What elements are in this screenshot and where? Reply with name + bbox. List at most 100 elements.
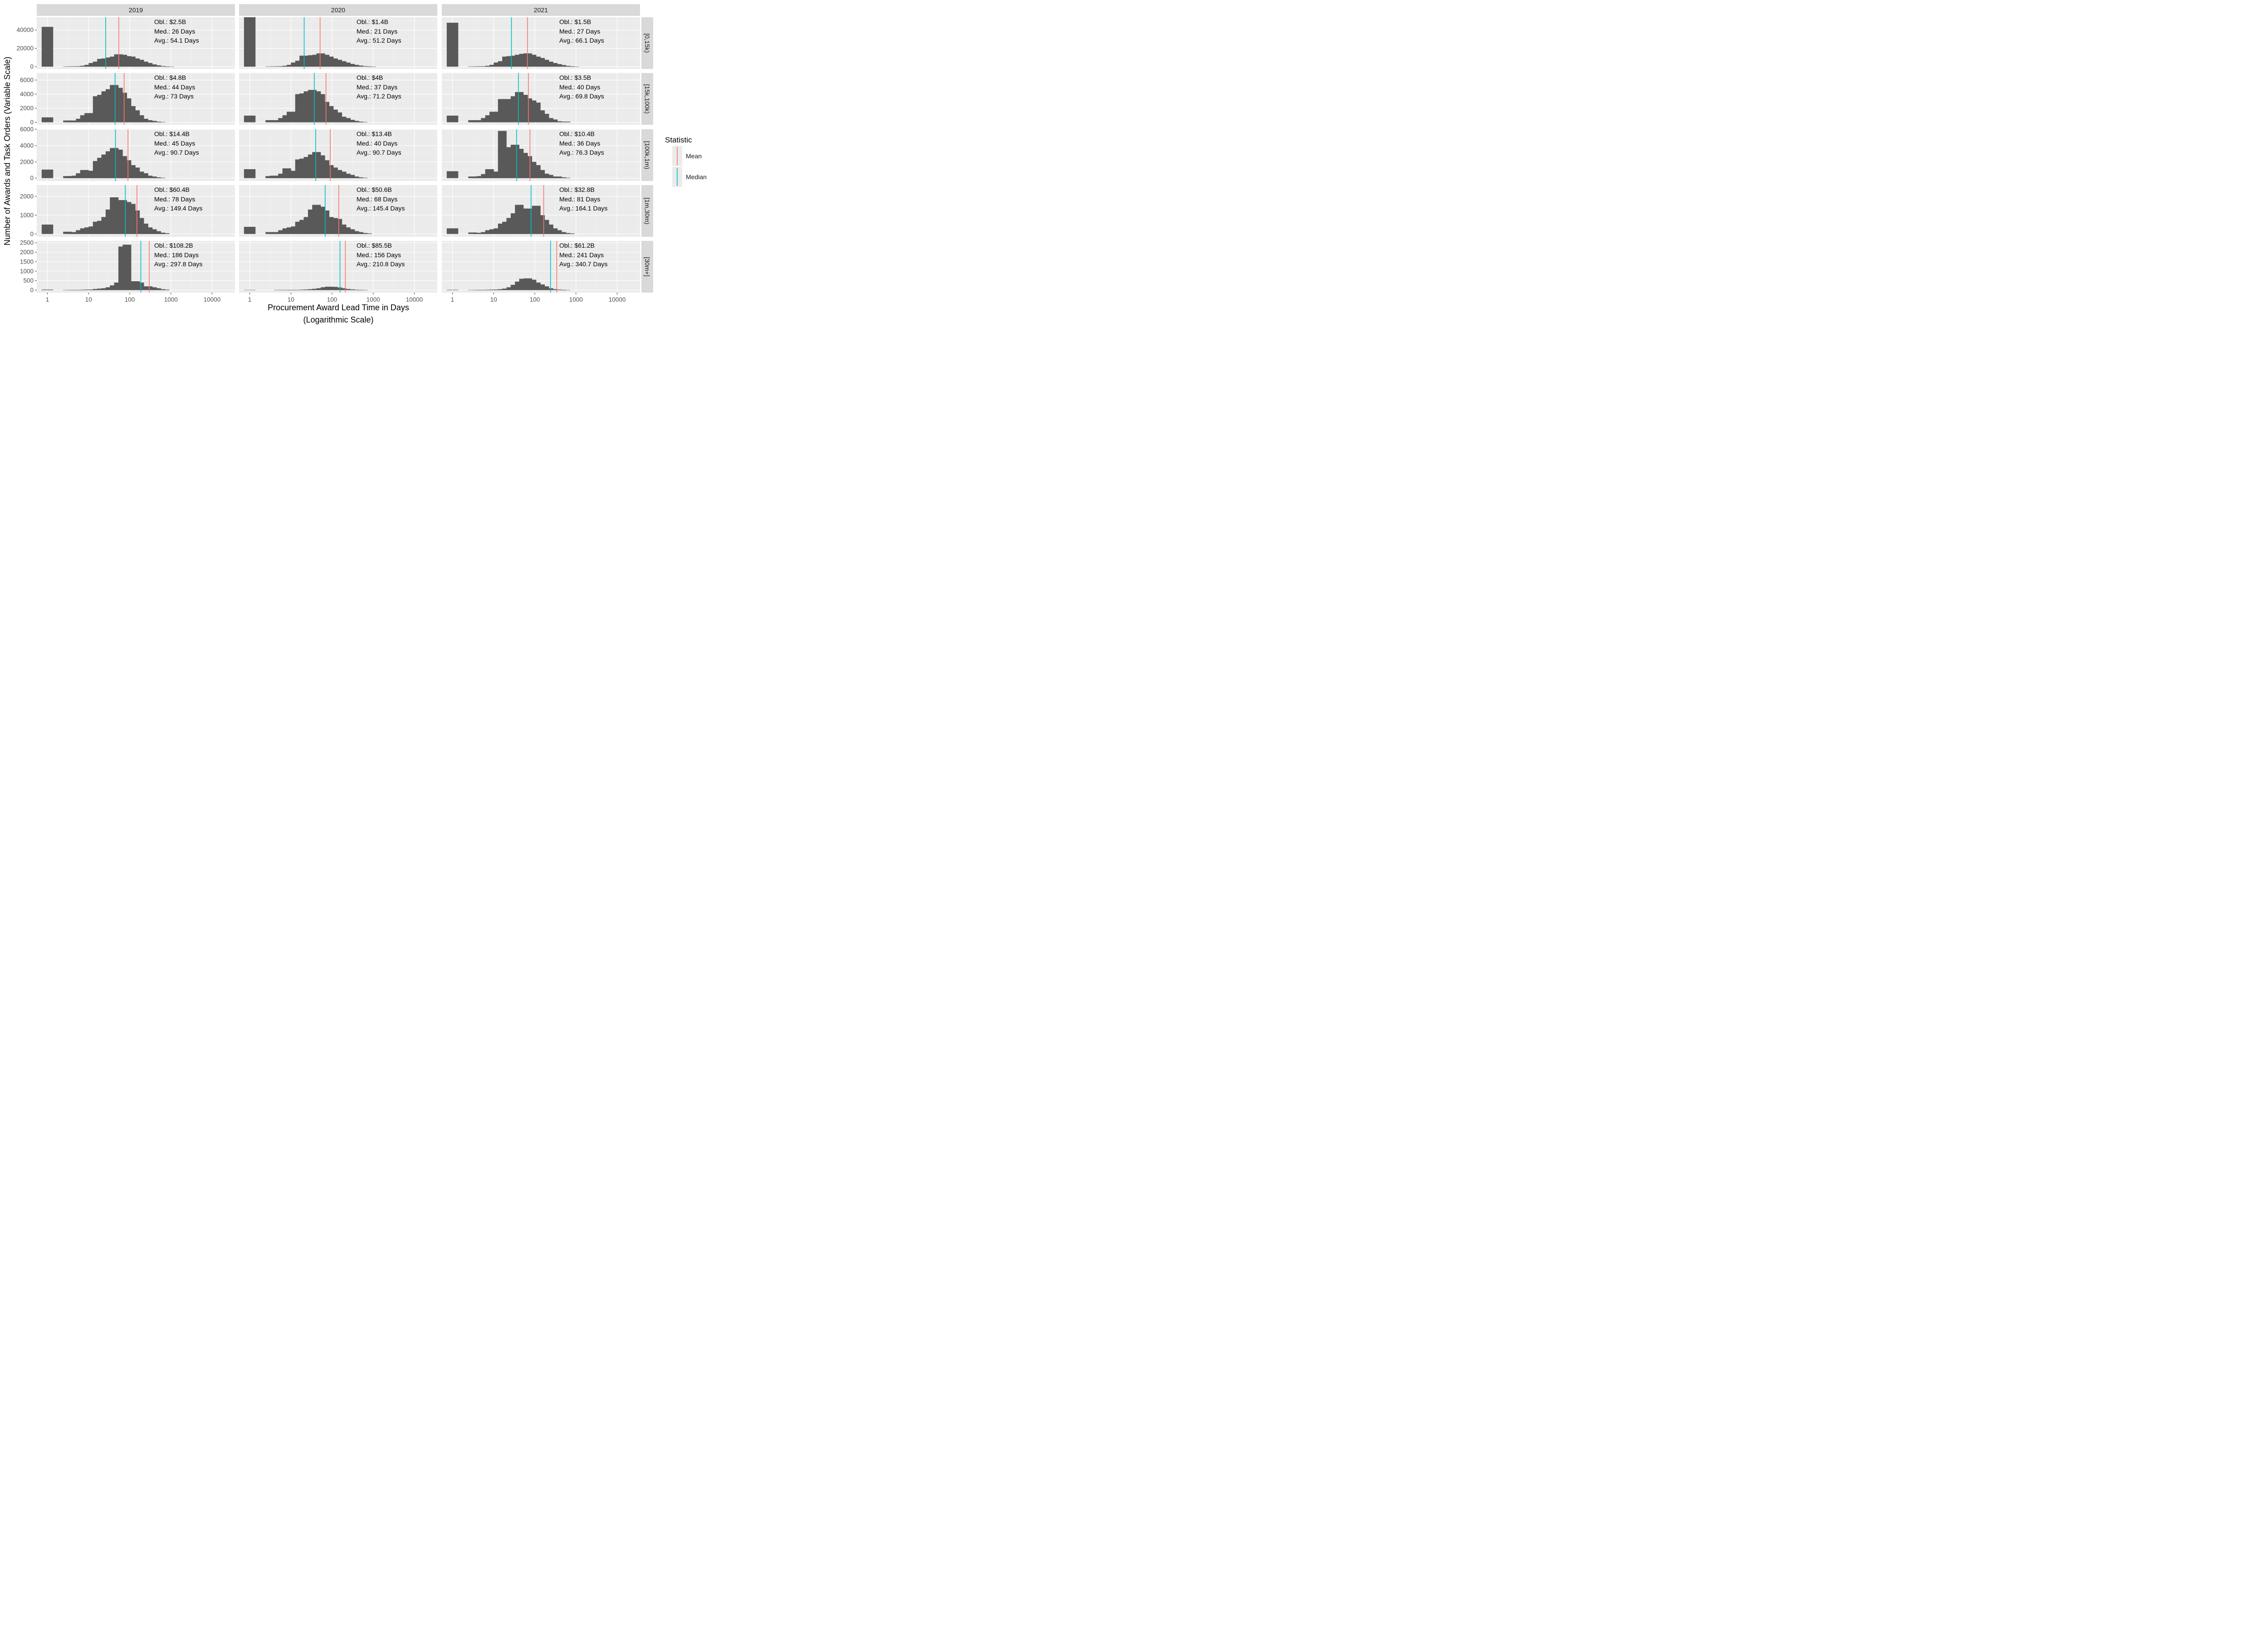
panel-annotation-med: Med.: 156 Days xyxy=(357,251,401,259)
row-strip xyxy=(641,73,653,125)
row-strip xyxy=(641,241,653,293)
facet-panel: Obl.: $4B Med.: 37 Days Avg.: 71.2 Days xyxy=(239,73,437,125)
panel-annotation-avg: Avg.: 90.7 Days xyxy=(154,149,199,156)
x-tick-label: 1 xyxy=(248,296,252,303)
panel-annotation-obl: Obl.: $32.8B xyxy=(559,186,595,193)
histogram-bar xyxy=(359,66,368,67)
panel-annotation-avg: Avg.: 164.1 Days xyxy=(559,205,607,212)
panel-annotation-avg: Avg.: 297.8 Days xyxy=(154,260,202,268)
x-tick-label: 1 xyxy=(451,296,455,303)
legend-entry: Mean xyxy=(672,146,702,166)
histogram-bar xyxy=(41,289,54,290)
y-tick-label: 1000 xyxy=(20,268,34,274)
y-tick-label: 4000 xyxy=(20,91,34,98)
x-tick-label: 100 xyxy=(125,296,135,303)
panel-annotation-med: Med.: 27 Days xyxy=(559,28,600,35)
histogram-bar xyxy=(446,228,459,234)
y-tick-label: 4000 xyxy=(20,142,34,149)
panel-annotation-med: Med.: 78 Days xyxy=(154,196,195,203)
panel-annotation-obl: Obl.: $13.4B xyxy=(357,130,392,137)
panel-annotation-obl: Obl.: $14.4B xyxy=(154,130,190,137)
panel-annotation-med: Med.: 36 Days xyxy=(559,140,600,147)
panel-annotation-obl: Obl.: $4.8B xyxy=(154,74,186,81)
x-tick-label: 10 xyxy=(490,296,497,303)
panel-annotation-med: Med.: 26 Days xyxy=(154,28,195,35)
legend: Statistic Mean Median xyxy=(665,136,707,187)
histogram-bar xyxy=(446,115,459,122)
histogram-bar xyxy=(566,66,575,67)
panel-annotation-avg: Avg.: 90.7 Days xyxy=(357,149,401,156)
panel-annotation-avg: Avg.: 51.2 Days xyxy=(357,37,401,44)
histogram-bar xyxy=(152,231,161,234)
histogram-bar xyxy=(244,115,256,122)
histogram-bar xyxy=(156,66,166,67)
column-strip xyxy=(37,4,235,16)
panel-annotation-obl: Obl.: $3.5B xyxy=(559,74,591,81)
x-axis-title-line2: (Logarithmic Scale) xyxy=(303,315,373,324)
y-axis-title: Number of Awards and Task Orders (Variab… xyxy=(3,57,12,245)
histogram-bar xyxy=(161,66,170,67)
panel-annotation-avg: Avg.: 73 Days xyxy=(154,93,194,100)
x-axes: 1 10 100 1000 10000 1 10 100 1000 10000 1 10 100 1000… xyxy=(46,293,626,303)
histogram-bar xyxy=(446,23,459,67)
row-strip xyxy=(641,185,653,237)
x-tick-label: 10000 xyxy=(204,296,221,303)
legend-title: Statistic xyxy=(665,136,692,144)
panel-annotation-obl: Obl.: $60.4B xyxy=(154,186,190,193)
x-tick-label: 100 xyxy=(327,296,337,303)
facet-panels: Obl.: $2.5B Med.: 26 Days Avg.: 54.1 Days O… xyxy=(37,17,640,293)
row-strip-label: [100k,1m) xyxy=(644,141,651,169)
y-tick-label: 0 xyxy=(30,63,34,70)
panel-annotation-med: Med.: 68 Days xyxy=(357,196,397,203)
panel-annotation-med: Med.: 40 Days xyxy=(357,140,397,147)
panel-annotation-avg: Avg.: 149.4 Days xyxy=(154,205,202,212)
facet-panel: Obl.: $60.4B Med.: 78 Days Avg.: 149.4 Day… xyxy=(37,185,235,237)
panel-background xyxy=(442,241,640,293)
facet-panel: Obl.: $50.6B Med.: 68 Days Avg.: 145.4 Day… xyxy=(239,185,437,237)
panel-annotation-avg: Avg.: 340.7 Days xyxy=(559,260,607,268)
y-tick-label: 6000 xyxy=(20,126,34,133)
facet-panel: Obl.: $10.4B Med.: 36 Days Avg.: 76.3 Days xyxy=(442,129,640,181)
histogram-bar xyxy=(562,66,571,67)
histogram-bar xyxy=(363,66,372,67)
x-tick-label: 1000 xyxy=(164,296,178,303)
facet-panel: Obl.: $1.5B Med.: 27 Days Avg.: 66.1 Days xyxy=(442,17,640,69)
x-tick-label: 10000 xyxy=(406,296,423,303)
x-axis-title: Procurement Award Lead Time in Days xyxy=(268,303,409,312)
column-strip-label: 2019 xyxy=(129,6,143,14)
panel-annotation-obl: Obl.: $10.4B xyxy=(559,130,595,137)
panel-annotation-med: Med.: 45 Days xyxy=(154,140,195,147)
panel-annotation-obl: Obl.: $61.2B xyxy=(559,242,595,249)
y-tick-label: 1500 xyxy=(20,258,34,265)
panel-annotation-avg: Avg.: 76.3 Days xyxy=(559,149,604,156)
legend-label: Mean xyxy=(686,152,702,160)
panel-annotation-obl: Obl.: $4B xyxy=(357,74,383,81)
panel-annotation-obl: Obl.: $2.5B xyxy=(154,18,186,25)
x-tick-label: 1 xyxy=(46,296,49,303)
facet-panel: Obl.: $32.8B Med.: 81 Days Avg.: 164.1 Day… xyxy=(442,185,640,237)
facet-panel: Obl.: $3.5B Med.: 40 Days Avg.: 69.8 Days xyxy=(442,73,640,125)
y-tick-label: 2000 xyxy=(20,158,34,165)
panel-annotation-med: Med.: 186 Days xyxy=(154,251,199,259)
panel-annotation-avg: Avg.: 54.1 Days xyxy=(154,37,199,44)
panel-annotation-obl: Obl.: $1.5B xyxy=(559,18,591,25)
y-tick-label: 2000 xyxy=(20,249,34,256)
x-tick-label: 1000 xyxy=(569,296,583,303)
y-tick-label: 40000 xyxy=(16,27,34,34)
facet-panel: Obl.: $13.4B Med.: 40 Days Avg.: 90.7 Days xyxy=(239,129,437,181)
y-tick-label: 6000 xyxy=(20,77,34,83)
row-strip-label: [15k,100k) xyxy=(644,84,651,113)
row-strip-label: [0,15k) xyxy=(644,34,651,53)
histogram-bar xyxy=(446,171,459,178)
y-tick-label: 1000 xyxy=(20,212,34,219)
panel-annotation-obl: Obl.: $50.6B xyxy=(357,186,392,193)
panel-annotation-obl: Obl.: $108.2B xyxy=(154,242,193,249)
faceted-histogram-chart: 2019 2020 2021 [0,15k) [15k,100k) [100k,1m) [1… xyxy=(3,4,707,324)
x-tick-label: 1000 xyxy=(367,296,380,303)
panel-annotation-avg: Avg.: 69.8 Days xyxy=(559,93,604,100)
y-tick-label: 2000 xyxy=(20,193,34,200)
x-tick-label: 10 xyxy=(85,296,92,303)
